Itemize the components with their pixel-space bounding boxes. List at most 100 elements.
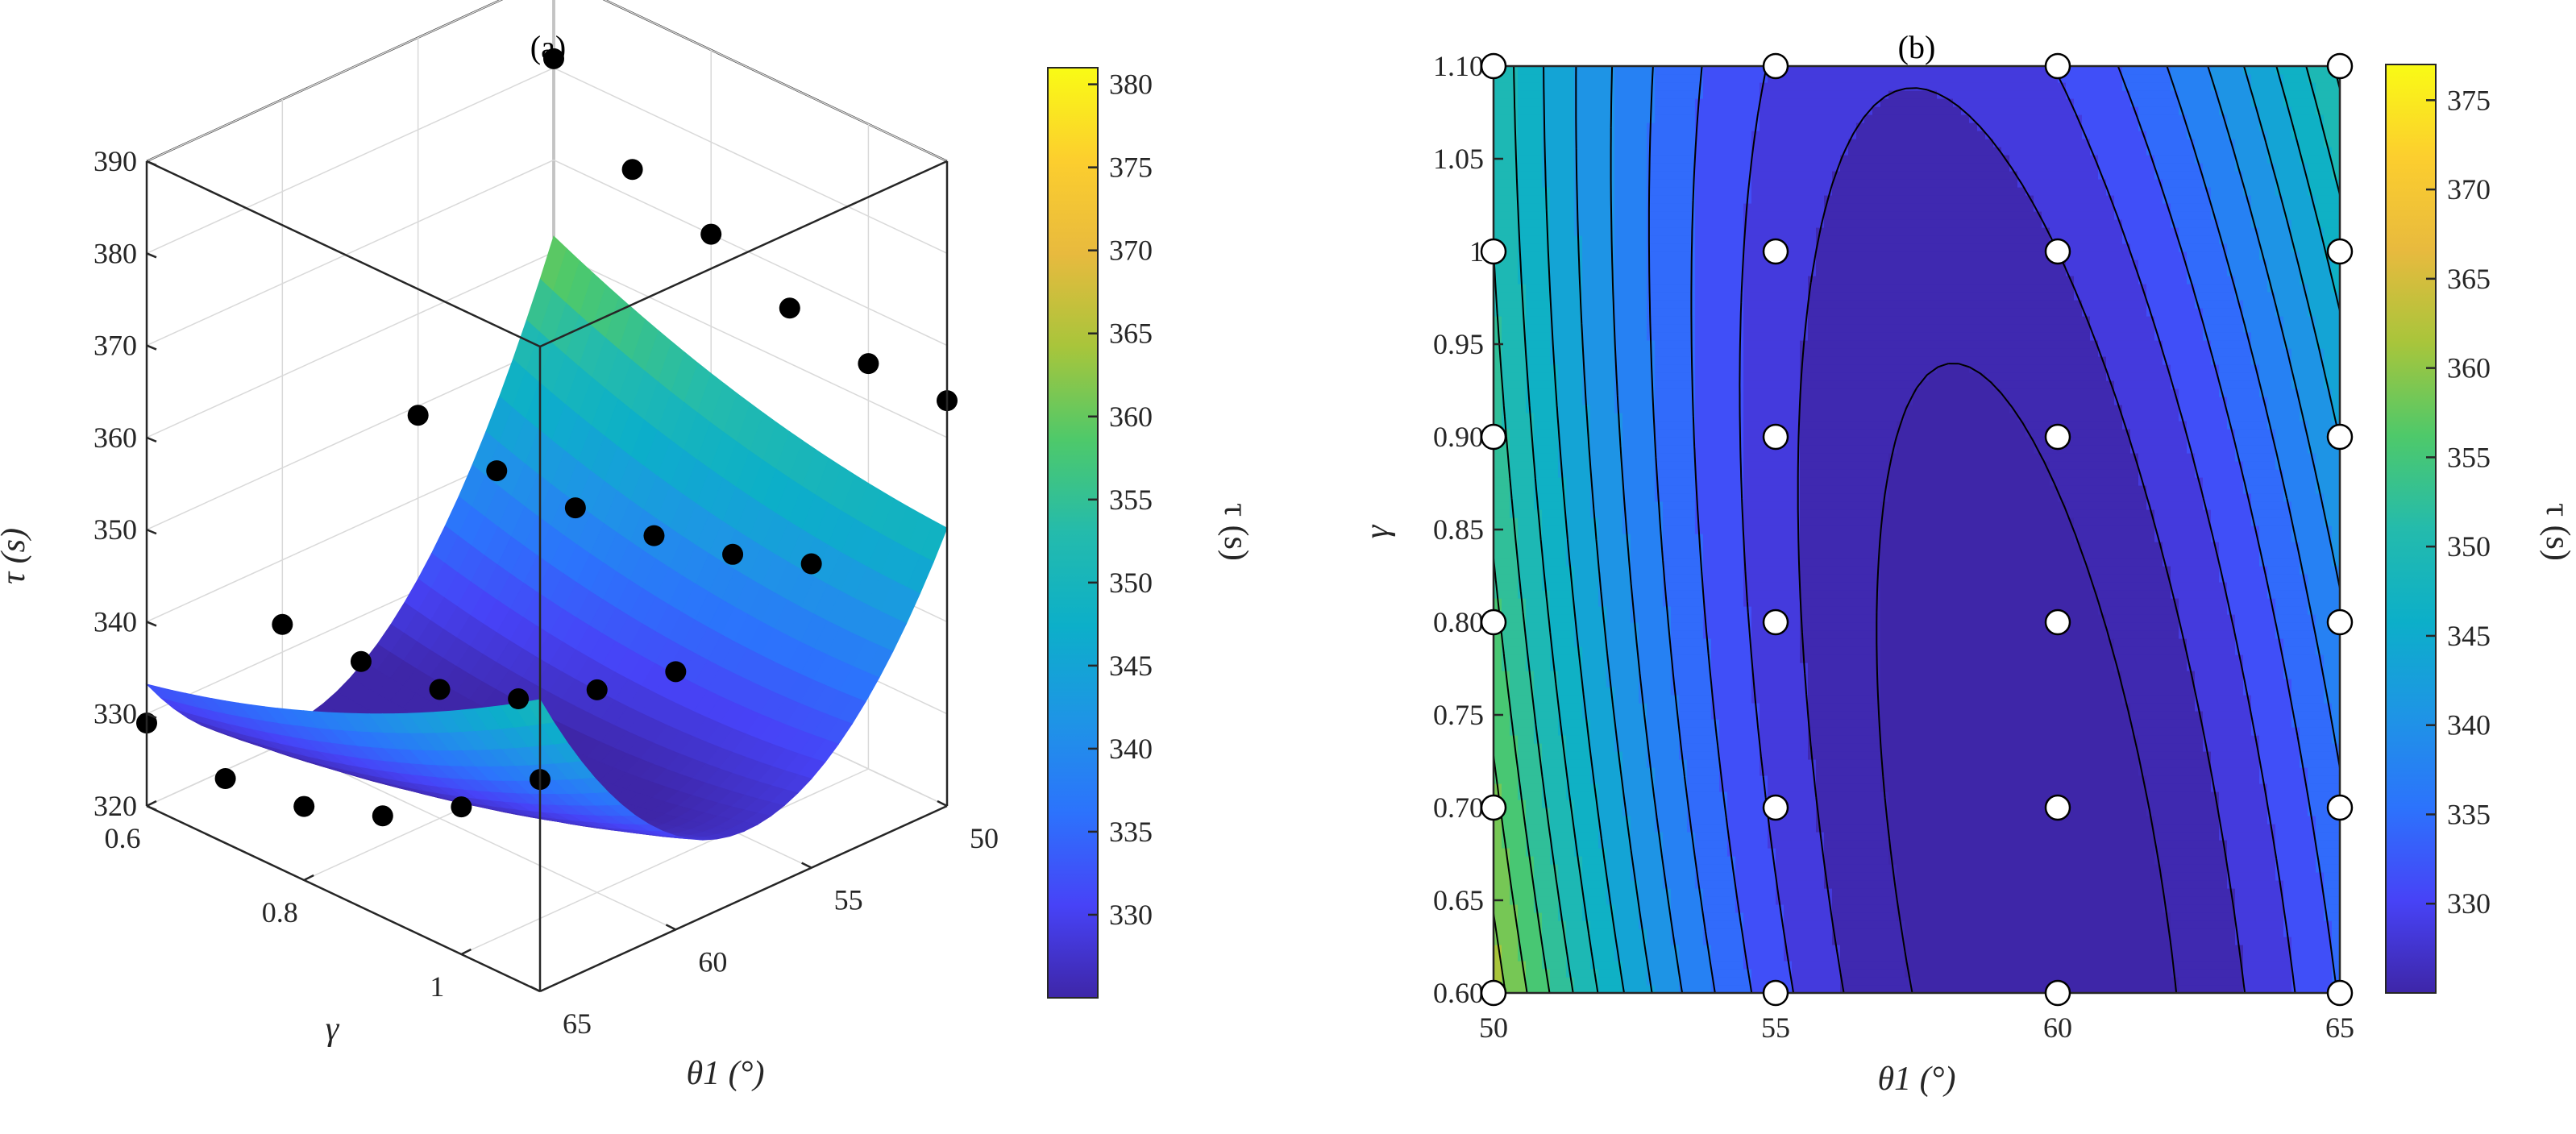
- contour-cell: [1494, 840, 1502, 849]
- contour-cell: [1743, 372, 1752, 381]
- contour-cell: [1582, 542, 1591, 550]
- contour-cell: [1639, 131, 1647, 139]
- contour-cell: [1727, 485, 1736, 494]
- contour-cell: [1768, 654, 1776, 663]
- contour-cell: [1566, 711, 1575, 720]
- contour-cell: [1655, 227, 1664, 236]
- contour-cell: [1590, 187, 1599, 196]
- contour-cell: [1494, 171, 1502, 180]
- contour-cell: [1695, 727, 1704, 736]
- contour-cell: [1663, 751, 1672, 760]
- contour-cell: [1494, 493, 1502, 502]
- contour-cell: [1606, 832, 1615, 841]
- contour-cell: [1598, 703, 1607, 712]
- contour-cell: [1687, 558, 1696, 567]
- contour-cell: [1558, 372, 1567, 381]
- contour-cell: [1735, 945, 1744, 953]
- contour-cell: [1566, 316, 1575, 325]
- contour-cell: [1655, 219, 1664, 228]
- contour-cell: [1639, 840, 1647, 849]
- contour-cell: [1711, 582, 1720, 591]
- contour-cell: [1574, 195, 1583, 204]
- contour-cell: [1566, 171, 1575, 180]
- contour-cell: [1598, 187, 1607, 196]
- contour-cell: [1760, 646, 1768, 655]
- contour-cell: [1582, 808, 1591, 816]
- contour-cell: [1590, 421, 1599, 430]
- contour-cell: [1751, 114, 1760, 123]
- contour-cell: [1663, 324, 1672, 333]
- contour-cell: [1743, 840, 1752, 849]
- contour-cell: [1760, 106, 1768, 115]
- panel-b-contour-fill: [1494, 66, 2341, 994]
- contour-cell: [1622, 187, 1631, 196]
- contour-cell: [1727, 816, 1736, 825]
- contour-cell: [1655, 74, 1664, 83]
- contour-cell: [1655, 598, 1664, 607]
- colorbar-tick-label: 355: [1109, 484, 1153, 516]
- contour-cell: [1622, 582, 1631, 591]
- contour-cell: [1768, 961, 1776, 970]
- contour-cell: [1655, 251, 1664, 260]
- contour-cell: [1606, 816, 1615, 825]
- contour-cell: [1574, 912, 1583, 921]
- contour-cell: [1711, 348, 1720, 357]
- contour-cell: [1542, 904, 1551, 913]
- contour-cell: [1614, 590, 1623, 599]
- contour-cell: [1590, 268, 1599, 276]
- contour-cell: [1598, 517, 1607, 526]
- contour-cell: [1679, 235, 1688, 244]
- contour-cell: [1743, 727, 1752, 736]
- contour-cell: [1647, 139, 1656, 147]
- contour-cell: [1639, 235, 1647, 244]
- contour-cell: [1727, 574, 1736, 583]
- contour-cell: [1735, 791, 1744, 800]
- contour-cell: [1606, 719, 1615, 728]
- contour-cell: [1590, 679, 1599, 687]
- contour-cell: [1760, 356, 1768, 365]
- contour-cell: [1768, 735, 1776, 744]
- contour-cell: [1582, 147, 1591, 156]
- contour-cell: [1671, 421, 1680, 430]
- data-point: [451, 796, 472, 818]
- contour-cell: [1695, 872, 1704, 881]
- contour-cell: [1494, 743, 1502, 752]
- contour-cell: [1719, 66, 1728, 75]
- contour-cell: [1671, 123, 1680, 131]
- contour-cell: [1639, 203, 1647, 212]
- contour-cell: [1534, 751, 1543, 760]
- contour-cell: [1655, 703, 1664, 712]
- contour-cell: [1550, 147, 1559, 156]
- contour-cell: [1719, 542, 1728, 550]
- gamma-tick-mark: [303, 874, 314, 882]
- contour-cell: [1735, 969, 1744, 978]
- contour-cell: [1647, 808, 1656, 816]
- contour-cell: [1614, 123, 1623, 131]
- contour-cell: [1574, 429, 1583, 438]
- contour-cell: [1550, 114, 1559, 123]
- contour-cell: [1711, 517, 1720, 526]
- contour-cell: [1526, 501, 1535, 510]
- contour-cell: [1574, 582, 1583, 591]
- contour-cell: [1671, 735, 1680, 744]
- contour-cell: [1534, 574, 1543, 583]
- z-tick-mark: [146, 804, 157, 812]
- contour-cell: [1510, 614, 1519, 623]
- contour-cell: [1727, 260, 1736, 268]
- contour-cell: [1534, 816, 1543, 825]
- contour-cell: [1743, 622, 1752, 631]
- contour-cell: [1663, 74, 1672, 83]
- contour-cell: [1510, 808, 1519, 816]
- contour-cell: [1671, 896, 1680, 905]
- contour-cell: [1695, 74, 1704, 83]
- contour-cell: [1679, 872, 1688, 881]
- contour-cell: [1558, 171, 1567, 180]
- contour-cell: [1647, 187, 1656, 196]
- contour-cell: [1518, 509, 1527, 518]
- contour-cell: [1719, 485, 1728, 494]
- contour-cell: [1590, 219, 1599, 228]
- contour-cell: [1631, 235, 1639, 244]
- contour-cell: [1622, 638, 1631, 647]
- contour-cell: [1574, 783, 1583, 792]
- contour-cell: [1639, 179, 1647, 188]
